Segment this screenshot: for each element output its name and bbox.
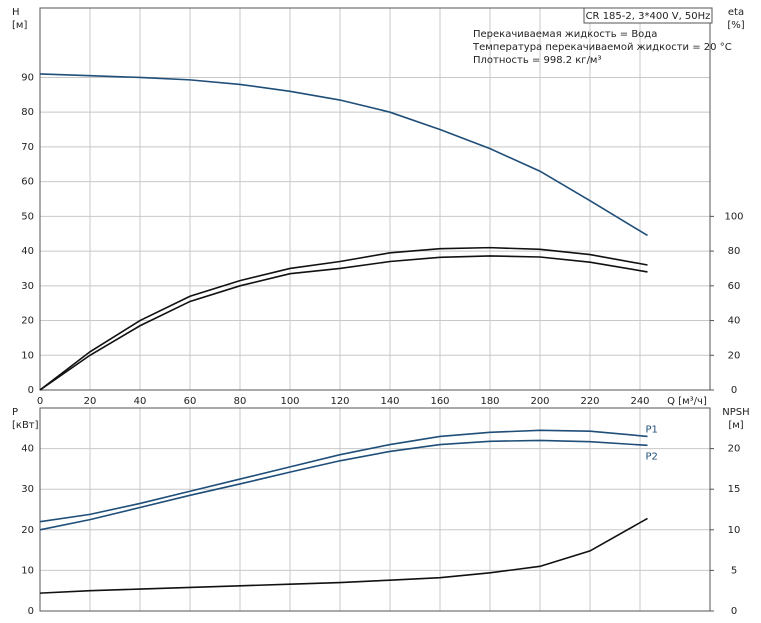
y2-tick-label: 40 [728, 316, 741, 327]
y-tick-label: 60 [21, 177, 34, 188]
y-axis-unit: [м] [12, 20, 27, 31]
x-tick-label: 140 [380, 396, 399, 407]
x-tick-label: 160 [430, 396, 449, 407]
y-axis-label: P [12, 407, 18, 418]
y-tick-label: 10 [21, 350, 34, 361]
x-tick-label: 200 [530, 396, 549, 407]
curve [39, 246, 648, 391]
x-tick-label: 120 [330, 396, 349, 407]
x-tick-label: 40 [134, 396, 147, 407]
y-tick-label: 50 [21, 211, 34, 222]
y2-tick-label: 80 [728, 246, 741, 257]
title-box [583, 7, 713, 24]
x-tick-label: 20 [84, 396, 97, 407]
series-label: P2 [646, 451, 658, 462]
y2-axis-unit: [м] [728, 420, 743, 431]
y2-tick-label: 60 [728, 281, 741, 292]
x-axis-label: Q [м³/ч] [667, 396, 707, 407]
y-axis-label: H [12, 7, 20, 18]
y2-tick-label: 20 [728, 350, 741, 361]
x-tick-label: 0 [37, 396, 43, 407]
y-tick-label: 30 [21, 484, 34, 495]
annotation: Плотность = 998.2 кг/м³ [473, 55, 602, 66]
y-tick-label: 80 [21, 107, 34, 118]
curve [39, 439, 648, 531]
y-tick-label: 90 [21, 72, 34, 83]
x-tick-label: 180 [480, 396, 499, 407]
y2-axis-label: NPSH [722, 407, 749, 418]
y2-axis-label: eta [728, 7, 744, 18]
y-tick-label: 40 [21, 444, 34, 455]
y2-tick-label: 15 [728, 484, 741, 495]
y2-tick-label: 100 [724, 211, 743, 222]
plot-frame [39, 7, 711, 391]
y-tick-label: 70 [21, 142, 34, 153]
curve [39, 255, 648, 391]
x-tick-label: 60 [184, 396, 197, 407]
y-tick-label: 0 [28, 385, 34, 396]
y-tick-label: 40 [21, 246, 34, 257]
y2-tick-label: 20 [728, 444, 741, 455]
y2-axis-unit: [%] [727, 20, 744, 31]
series-label: P1 [646, 424, 658, 435]
chart-title: CR 185-2, 3*400 V, 50Hz [586, 11, 711, 22]
y2-tick-label: 0 [731, 385, 737, 396]
y-tick-label: 20 [21, 525, 34, 536]
x-tick-label: 80 [234, 396, 247, 407]
curve [39, 73, 648, 237]
y-tick-label: 20 [21, 316, 34, 327]
y2-tick-label: 5 [731, 565, 737, 576]
y2-tick-label: 0 [731, 606, 737, 617]
y-tick-label: 0 [28, 606, 34, 617]
x-tick-label: 100 [280, 396, 299, 407]
x-tick-label: 240 [630, 396, 649, 407]
plot-frame [39, 407, 711, 612]
y2-tick-label: 10 [728, 525, 741, 536]
x-tick-label: 220 [580, 396, 599, 407]
annotation: Температура перекачиваемой жидкости = 20… [472, 42, 732, 53]
y-tick-label: 10 [21, 565, 34, 576]
y-tick-label: 30 [21, 281, 34, 292]
y-axis-unit: [кВт] [12, 420, 39, 431]
curve [39, 517, 648, 594]
annotation: Перекачиваемая жидкость = Вода [473, 29, 657, 40]
curve [39, 429, 648, 523]
